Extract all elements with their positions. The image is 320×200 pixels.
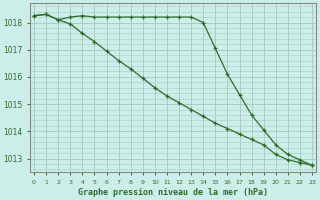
X-axis label: Graphe pression niveau de la mer (hPa): Graphe pression niveau de la mer (hPa) xyxy=(78,188,268,197)
